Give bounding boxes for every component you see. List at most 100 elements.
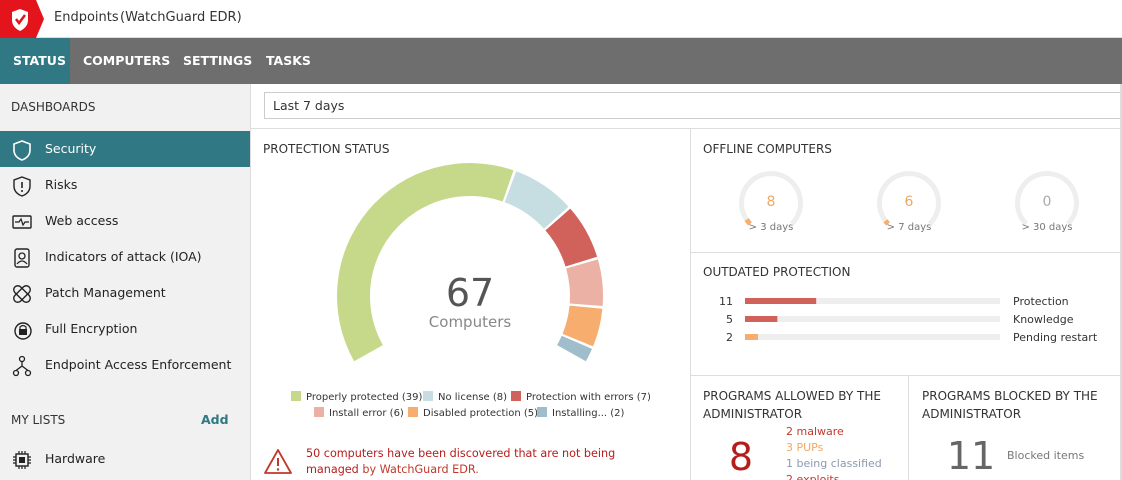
offline-ring bbox=[876, 171, 941, 226]
sidebar-item[interactable]: Security bbox=[0, 131, 250, 167]
header-title: Endpoints bbox=[54, 10, 119, 25]
add-button[interactable]: Add bbox=[201, 412, 229, 427]
offline-label: > 7 days bbox=[887, 222, 932, 233]
offline-value: 6 bbox=[905, 194, 914, 210]
legend-label: Install error (6) bbox=[329, 408, 404, 419]
sidebar-item[interactable]: Hardware bbox=[0, 441, 250, 477]
legend-swatch bbox=[423, 391, 433, 401]
legend-swatch bbox=[408, 407, 418, 417]
sidebar-label: Endpoint Access Enforcement bbox=[45, 357, 232, 372]
allowed-item: 1 being classified bbox=[786, 457, 882, 470]
bar bbox=[745, 298, 817, 304]
icon bbox=[13, 176, 31, 197]
sidebar-item[interactable]: Full Encryption bbox=[0, 311, 250, 347]
gauge-segment bbox=[545, 208, 598, 267]
icon bbox=[13, 285, 31, 303]
gauge-segment bbox=[557, 335, 593, 362]
nav-tab[interactable]: COMPUTERS bbox=[83, 53, 171, 68]
bar-track bbox=[745, 334, 1000, 340]
divider bbox=[691, 375, 1122, 376]
legend-label: Protection with errors (7) bbox=[526, 392, 651, 403]
panel-title: PROGRAMS ALLOWED BY THE ADMINISTRATOR bbox=[703, 389, 881, 421]
panel-title: PROTECTION STATUS bbox=[263, 142, 390, 156]
icon bbox=[13, 140, 31, 161]
gauge-segment bbox=[504, 171, 569, 229]
gauge-total: 67 bbox=[446, 271, 494, 315]
legend-label: No license (8) bbox=[438, 392, 507, 403]
divider bbox=[691, 252, 1122, 253]
offline-ring bbox=[1015, 171, 1079, 226]
sidebar: DASHBOARDS Security Risks Web access Ind… bbox=[0, 84, 251, 480]
outdated-count: 2 bbox=[726, 331, 733, 344]
allowed-item: 2 malware bbox=[786, 425, 844, 438]
outdated-count: 11 bbox=[719, 295, 733, 308]
divider bbox=[690, 129, 691, 480]
icon bbox=[14, 248, 30, 268]
allowed-item: 3 PUPs bbox=[786, 441, 824, 454]
gauge-segment bbox=[337, 162, 514, 362]
sidebar-heading: MY LISTS bbox=[11, 413, 66, 427]
sidebar-label: Risks bbox=[45, 177, 78, 192]
bar bbox=[745, 334, 758, 340]
panel-title: OFFLINE COMPUTERS bbox=[703, 142, 832, 156]
legend-label: Installing... (2) bbox=[552, 408, 625, 419]
sidebar-label: Full Encryption bbox=[45, 321, 138, 336]
offline-label: > 30 days bbox=[1021, 222, 1072, 233]
sidebar-item[interactable]: Web access bbox=[0, 203, 250, 239]
legend-swatch bbox=[511, 391, 521, 401]
allowed-count: 8 bbox=[729, 435, 753, 479]
sidebar-label: Hardware bbox=[45, 451, 106, 466]
icon bbox=[14, 322, 32, 340]
nav-tab[interactable]: SETTINGS bbox=[183, 53, 253, 68]
nav-bar: STATUS COMPUTERS SETTINGS TASKS bbox=[0, 38, 1122, 84]
gauge-segment bbox=[562, 305, 603, 347]
legend-label: Properly protected (39) bbox=[306, 392, 423, 403]
warning: 50 computers have been discovered that a… bbox=[306, 446, 646, 478]
divider bbox=[1120, 84, 1122, 480]
gauge-segment bbox=[566, 259, 604, 307]
sidebar-item[interactable]: Patch Management bbox=[0, 275, 250, 311]
blocked-label: Blocked items bbox=[1007, 449, 1084, 462]
icon bbox=[13, 451, 31, 469]
outdated-label: Pending restart bbox=[1013, 331, 1098, 344]
sidebar-label: Security bbox=[45, 141, 97, 156]
allowed-item: 2 exploits bbox=[786, 473, 840, 480]
nav-tab[interactable]: STATUS bbox=[0, 38, 70, 84]
sidebar-heading: DASHBOARDS bbox=[11, 100, 96, 114]
header: Endpoints (WatchGuard EDR) bbox=[0, 0, 1122, 38]
sidebar-label: Web access bbox=[45, 213, 119, 228]
blocked-count: 11 bbox=[947, 434, 995, 478]
date-filter[interactable]: Last 7 days bbox=[264, 92, 1122, 119]
bar-track bbox=[745, 298, 1000, 304]
divider bbox=[908, 376, 909, 480]
icon bbox=[12, 355, 32, 377]
warning-icon bbox=[264, 449, 292, 474]
warning-text: 50 computers have been discovered that a… bbox=[306, 447, 616, 476]
nav-tab[interactable]: TASKS bbox=[266, 53, 311, 68]
offline-value: 0 bbox=[1043, 194, 1052, 210]
sidebar-item[interactable]: Risks bbox=[0, 167, 250, 203]
offline-label: > 3 days bbox=[749, 222, 794, 233]
warning-link[interactable]: by WatchGuard EDR. bbox=[362, 463, 479, 476]
sidebar-label: Indicators of attack (IOA) bbox=[45, 249, 202, 264]
offline-value: 8 bbox=[767, 194, 776, 210]
offline-arc bbox=[883, 219, 890, 226]
legend-swatch bbox=[314, 407, 324, 417]
panel-title: PROGRAMS BLOCKED BY THE ADMINISTRATOR bbox=[922, 389, 1098, 421]
legend-swatch bbox=[291, 391, 301, 401]
outdated-label: Knowledge bbox=[1013, 313, 1074, 326]
bar bbox=[745, 316, 778, 322]
offline-arc bbox=[744, 218, 752, 226]
gauge-total-label: Computers bbox=[429, 313, 512, 331]
bar-track bbox=[745, 316, 1000, 322]
legend-swatch bbox=[537, 407, 547, 417]
offline-ring bbox=[738, 171, 803, 226]
icon bbox=[12, 215, 32, 229]
panel-title: OUTDATED PROTECTION bbox=[703, 265, 851, 279]
sidebar-item[interactable]: Indicators of attack (IOA) bbox=[0, 239, 250, 275]
logo bbox=[0, 0, 44, 38]
sidebar-item[interactable]: Endpoint Access Enforcement bbox=[0, 347, 250, 383]
sidebar-label: Patch Management bbox=[45, 285, 166, 300]
legend-label: Disabled protection (5) bbox=[423, 408, 538, 419]
